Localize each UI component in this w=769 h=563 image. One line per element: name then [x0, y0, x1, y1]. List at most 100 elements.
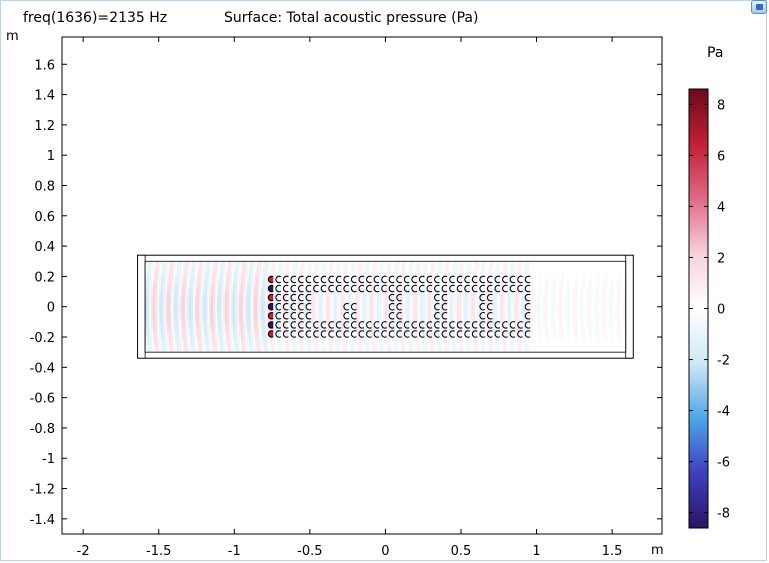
field-cell [177, 269, 180, 274]
field-cell [459, 337, 462, 342]
field-cell [349, 269, 352, 274]
field-cell [499, 349, 502, 353]
field-cell [161, 269, 164, 274]
field-cell [317, 269, 320, 274]
field-cell [203, 289, 206, 294]
field-cell [505, 269, 508, 274]
field-cell [445, 277, 448, 282]
field-cell [197, 317, 200, 322]
field-cell [165, 297, 168, 302]
field-cell [311, 261, 314, 266]
field-cell [587, 317, 590, 322]
field-cell [513, 265, 516, 270]
field-cell [605, 337, 608, 342]
field-cell [407, 277, 410, 282]
field-cell [241, 325, 244, 330]
field-cell [253, 333, 256, 338]
field-cell [525, 269, 528, 274]
field-cell [609, 305, 612, 310]
field-cell [465, 337, 468, 342]
field-cell [185, 289, 188, 294]
field-cell [147, 345, 150, 350]
field-cell [609, 309, 612, 314]
scatterer [479, 293, 486, 302]
field-cell [471, 329, 474, 334]
field-cell [197, 281, 200, 286]
field-cell [511, 337, 514, 342]
field-cell [511, 329, 514, 334]
field-cell [201, 297, 204, 302]
field-cell [357, 265, 360, 270]
field-cell [493, 305, 496, 310]
field-cell [273, 349, 276, 353]
field-cell [431, 341, 434, 346]
field-cell [523, 269, 526, 274]
field-cell [257, 297, 260, 302]
field-cell [369, 293, 372, 298]
field-cell [443, 277, 446, 282]
field-cell [167, 329, 170, 334]
field-cell [221, 341, 224, 346]
field-cell [485, 301, 488, 306]
field-cell [189, 301, 192, 306]
field-cell [221, 309, 224, 314]
window-restore-icon[interactable] [751, 0, 767, 14]
field-cell [515, 305, 518, 310]
field-cell [465, 297, 468, 302]
field-cell [511, 297, 514, 302]
field-cell [359, 273, 362, 278]
field-cell [371, 317, 374, 322]
field-cell [185, 269, 188, 274]
field-cell [589, 337, 592, 342]
field-cell [267, 289, 270, 294]
field-cell [191, 261, 194, 266]
field-cell [519, 333, 522, 338]
field-cell [351, 317, 354, 322]
field-cell [263, 293, 266, 298]
field-cell [295, 349, 298, 353]
field-cell [261, 289, 264, 294]
field-cell [149, 277, 152, 282]
field-cell [447, 273, 450, 278]
field-cell [423, 273, 426, 278]
field-cell [479, 325, 482, 330]
field-cell [355, 321, 358, 326]
field-cell [279, 309, 282, 314]
field-cell [499, 265, 502, 270]
field-cell [523, 329, 526, 334]
field-cell [365, 349, 368, 353]
field-cell [325, 325, 328, 330]
field-cell [419, 269, 422, 274]
field-cell [181, 289, 184, 294]
field-cell [225, 277, 228, 282]
field-cell [437, 329, 440, 334]
field-cell [353, 261, 356, 266]
field-cell [475, 285, 478, 290]
field-cell [411, 341, 414, 346]
field-cell [451, 269, 454, 274]
field-cell [423, 297, 426, 302]
field-cell [603, 313, 606, 318]
field-cell [267, 325, 270, 330]
field-cell [371, 345, 374, 350]
field-cell [145, 301, 148, 306]
field-cell [407, 273, 410, 278]
field-cell [495, 281, 498, 286]
field-cell [583, 329, 586, 334]
field-cell [213, 265, 216, 270]
field-cell [209, 301, 212, 306]
field-cell [505, 265, 508, 270]
field-cell [227, 293, 230, 298]
field-cell [259, 305, 262, 310]
field-cell [415, 309, 418, 314]
field-cell [509, 273, 512, 278]
field-cell [393, 281, 396, 286]
field-cell [243, 305, 246, 310]
colorbar-tick-label: -6 [717, 456, 730, 471]
field-cell [553, 289, 556, 294]
field-cell [537, 305, 540, 310]
field-cell [315, 337, 318, 342]
scatterer [486, 330, 493, 338]
field-cell [371, 269, 374, 274]
field-cell [173, 325, 176, 330]
